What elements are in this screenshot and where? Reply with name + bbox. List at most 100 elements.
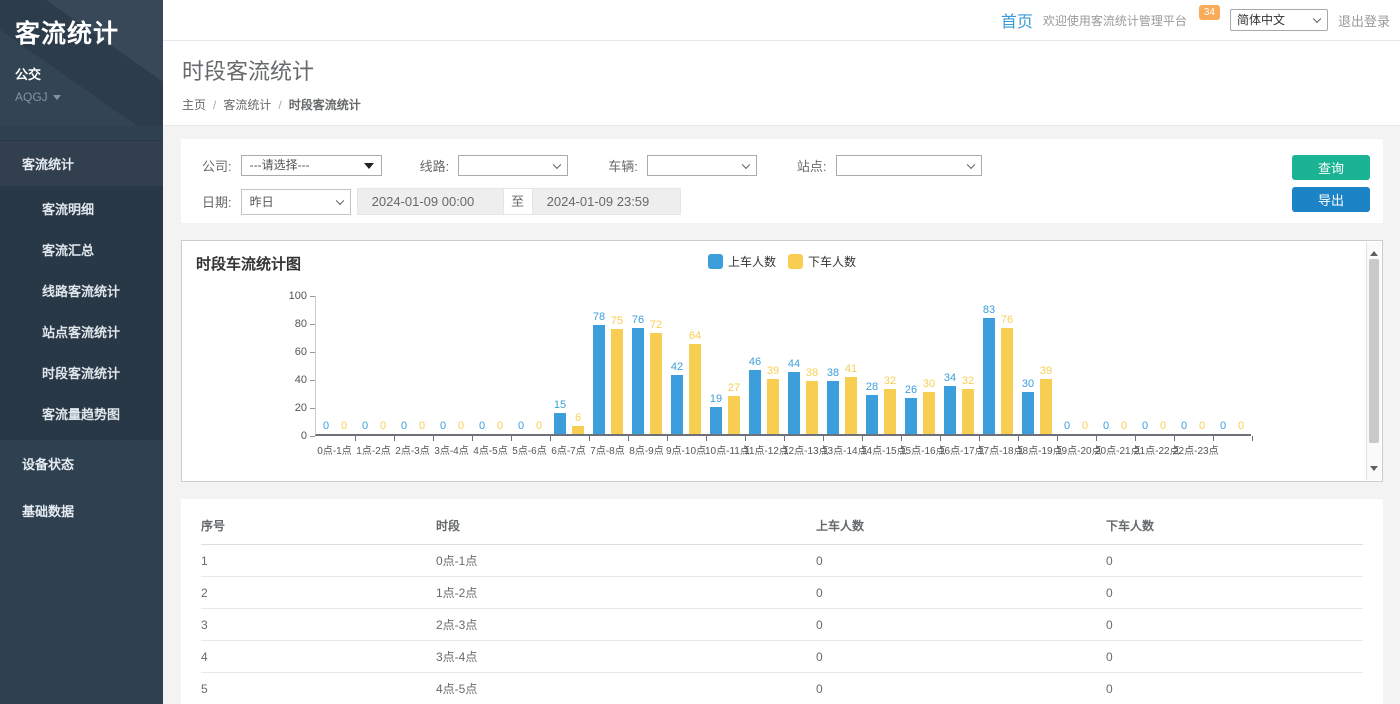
x-axis-tick-label: 4点-5点 [471,442,510,457]
table-cell: 3点-4点 [436,641,816,673]
col-header-period: 时段 [436,508,816,545]
x-axis-tick [433,436,434,441]
breadcrumb-separator: / [213,98,216,112]
line-select[interactable] [458,155,568,176]
scrollbar-thumb[interactable] [1369,259,1379,443]
x-axis-tick [472,436,473,441]
breadcrumb-home[interactable]: 主页 [182,96,206,113]
alighting-bar [962,389,974,434]
sidebar-item-station-stats[interactable]: 站点客流统计 [0,311,163,352]
export-button[interactable]: 导出 [1292,187,1370,212]
alighting-bar [884,389,896,434]
main-area: 首页 欢迎使用客流统计管理平台 34 简体中文 退出登录 时段 客流统计 主页 /… [163,0,1400,704]
logout-link[interactable]: 退出登录 [1338,11,1390,30]
x-axis-tick-label: 20点-21点 [1095,442,1134,457]
sidebar-item-device-status[interactable]: 设备状态 [0,440,163,487]
col-header-boarding: 上车人数 [816,508,1106,545]
bar-group: 00 [433,296,472,434]
caret-down-icon [53,95,61,104]
table-cell: 0 [1106,673,1363,704]
x-axis-tick [940,436,941,441]
x-axis-tick [706,436,707,441]
sidebar-item-line-stats[interactable]: 线路客流统计 [0,270,163,311]
table-cell: 0点-1点 [436,545,816,577]
language-select[interactable]: 简体中文 [1230,9,1328,31]
col-header-alighting: 下车人数 [1106,508,1363,545]
alighting-bar [923,392,935,434]
legend-label: 下车人数 [808,253,856,270]
chart-vertical-scrollbar[interactable] [1366,242,1381,480]
vehicle-select[interactable] [647,155,757,176]
x-axis-tick [979,436,980,441]
x-axis-tick-label: 5点-6点 [510,442,549,457]
boarding-bar [593,325,605,434]
sidebar-item-passenger-stats[interactable]: 客流统计 [0,140,163,186]
breadcrumb-passenger-stats[interactable]: 客流统计 [223,96,271,113]
language-value: 简体中文 [1237,13,1285,27]
bar-group: 00 [1135,296,1174,434]
legend-alighting[interactable]: 下车人数 [788,253,856,270]
y-axis-tick-label: 20 [271,402,307,414]
y-axis-tick [310,408,315,409]
date-to-input[interactable]: 2024-01-09 23:59 [532,188,681,215]
y-axis-tick-label: 40 [271,374,307,386]
filter-panel: 公司: ---请选择--- 线路: 车辆: 站点: [181,139,1383,223]
sidebar: 客流统计 公交 AQGJ 客流统计 客流明细 客流汇总 线路客流统计 站点客流统… [0,0,163,704]
bar-value-label: 15 [544,399,576,411]
org-name: 公交 [15,64,149,83]
chevron-down-icon [335,196,343,204]
y-axis-tick [310,296,315,297]
bar-group: 00 [355,296,394,434]
y-axis-tick-label: 0 [271,430,307,442]
org-code-dropdown[interactable]: AQGJ [15,90,149,126]
table-row: 54点-5点00 [201,673,1363,704]
x-axis-tick [823,436,824,441]
x-axis-tick [355,436,356,441]
y-axis-tick-label: 60 [271,346,307,358]
x-axis-tick [667,436,668,441]
table-row: 32点-3点00 [201,609,1363,641]
table-cell: 1点-2点 [436,577,816,609]
sidebar-submenu: 客流明细 客流汇总 线路客流统计 站点客流统计 时段客流统计 客流量趋势图 [0,186,163,440]
x-axis-tick [862,436,863,441]
alighting-bar [728,396,740,434]
scroll-down-icon[interactable] [1370,466,1378,475]
bar-group: 00 [511,296,550,434]
alighting-bar [572,426,584,434]
sidebar-item-passenger-summary[interactable]: 客流汇总 [0,229,163,270]
table-row: 10点-1点00 [201,545,1363,577]
sidebar-item-trend-chart[interactable]: 客流量趋势图 [0,393,163,434]
chart-legend: 上车人数 下车人数 [708,253,856,270]
bar-group: 00 [1174,296,1213,434]
x-axis-tick-label: 12点-13点 [783,442,822,457]
notification-badge[interactable]: 34 [1199,5,1220,20]
company-value: ---请选择--- [250,158,310,172]
welcome-text: 欢迎使用客流统计管理平台 [1043,12,1187,29]
period-stats-table: 序号 时段 上车人数 下车人数 10点-1点0021点-2点0032点-3点00… [201,508,1363,704]
x-axis-tick [394,436,395,441]
x-axis-tick [1096,436,1097,441]
date-preset-select[interactable]: 昨日 [241,189,351,215]
bar-group: 00 [316,296,355,434]
sidebar-item-period-stats[interactable]: 时段客流统计 [0,352,163,393]
company-select[interactable]: ---请选择--- [241,155,382,176]
sidebar-item-base-data[interactable]: 基础数据 [0,487,163,534]
query-button[interactable]: 查询 [1292,155,1370,180]
table-row: 43点-4点00 [201,641,1363,673]
chart-title: 时段车流统计图 [196,253,301,274]
x-axis-tick [1174,436,1175,441]
home-link[interactable]: 首页 [1001,8,1033,32]
sidebar-item-passenger-detail[interactable]: 客流明细 [0,188,163,229]
sidebar-nav: 客流统计 客流明细 客流汇总 线路客流统计 站点客流统计 时段客流统计 客流量趋… [0,140,163,534]
date-from-input[interactable]: 2024-01-09 00:00 [357,188,504,215]
legend-boarding[interactable]: 上车人数 [708,253,776,270]
table-cell: 0 [816,545,1106,577]
x-axis-tick-label: 13点-14点 [822,442,861,457]
station-select[interactable] [836,155,982,176]
bar-group: 2832 [862,296,901,434]
chevron-down-icon [966,160,974,168]
table-cell: 5 [201,673,436,704]
scroll-up-icon[interactable] [1370,247,1378,256]
table-cell: 0 [816,609,1106,641]
y-axis-tick-label: 80 [271,318,307,330]
